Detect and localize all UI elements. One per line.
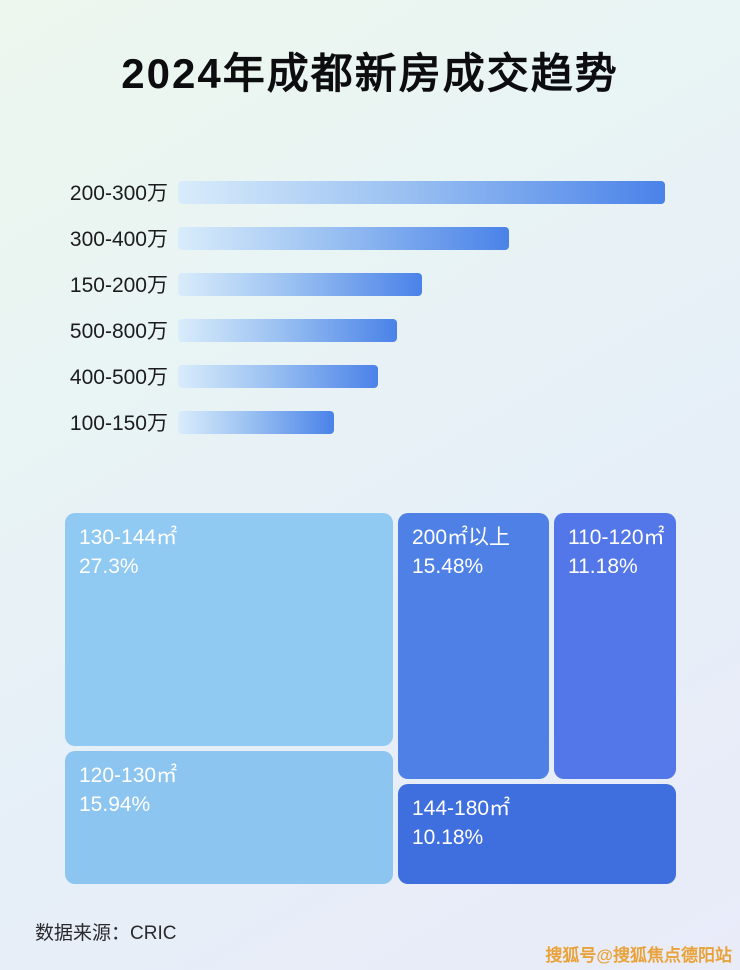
tile-label: 110-120㎡: [568, 526, 665, 549]
bar-row: 150-200万: [52, 261, 740, 307]
treemap-tile: 130-144㎡ 27.3%: [65, 513, 393, 746]
bar-row: 300-400万: [52, 215, 740, 261]
tile-label: 120-130㎡: [79, 764, 178, 787]
treemap-tile: 144-180㎡ 10.18%: [398, 784, 676, 884]
tile-value: 11.18%: [568, 555, 638, 579]
tile-value: 27.3%: [79, 555, 139, 579]
area-share-treemap: 130-144㎡ 27.3% 120-130㎡ 15.94% 200㎡以上 15…: [65, 513, 676, 884]
treemap-tile: 200㎡以上 15.48%: [398, 513, 549, 779]
bar: [178, 318, 398, 342]
bar: [178, 272, 422, 296]
bar-track: [178, 318, 665, 342]
bar-track: [178, 364, 665, 388]
bar-category-label: 100-150万: [69, 412, 168, 435]
treemap-tile: 110-120㎡ 11.18%: [554, 513, 676, 779]
tile-value: 15.48%: [412, 555, 484, 579]
bar-track: [178, 226, 665, 250]
bar: [178, 410, 334, 434]
page-title: 2024年成都新房成交趋势: [121, 50, 619, 97]
tile-label: 200㎡以上: [412, 526, 511, 549]
bar-track: [178, 180, 665, 204]
bar-track: [178, 272, 665, 296]
bar-category-label: 500-800万: [69, 320, 168, 343]
treemap-tile: 120-130㎡ 15.94%: [65, 751, 393, 884]
bar-row: 500-800万: [52, 307, 740, 353]
tile-value: 15.94%: [79, 793, 151, 817]
tile-label: 144-180㎡: [412, 797, 511, 820]
bar: [178, 364, 378, 388]
bar-row: 100-150万: [52, 399, 740, 445]
bar-category-label: 200-300万: [69, 182, 168, 205]
watermark: 搜狐号@搜狐焦点德阳站: [545, 946, 732, 965]
bar-row: 400-500万: [52, 353, 740, 399]
bar-category-label: 150-200万: [69, 274, 168, 297]
tile-value: 10.18%: [412, 826, 484, 850]
bar-track: [178, 410, 665, 434]
tile-label: 130-144㎡: [79, 526, 178, 549]
bar-category-label: 300-400万: [69, 228, 168, 251]
price-range-bar-chart: 200-300万 300-400万 150-200万 500-800万 400-…: [0, 169, 740, 445]
bar: [178, 226, 510, 250]
bar: [178, 180, 665, 204]
data-source-note: 数据来源：CRIC: [35, 923, 177, 944]
bar-category-label: 400-500万: [69, 366, 168, 389]
bar-row: 200-300万: [52, 169, 740, 215]
